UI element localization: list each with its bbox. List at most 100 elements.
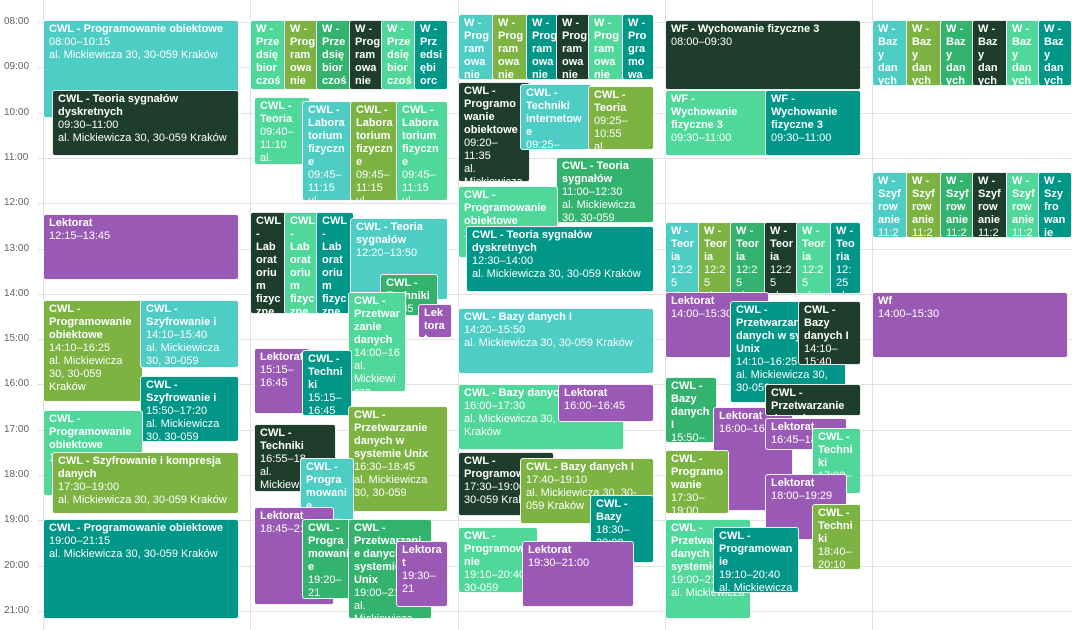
calendar-event[interactable]: WF - Wychowanie fizyczne 3 08:00–09:30	[665, 20, 861, 90]
event-time: 08:00	[290, 88, 316, 89]
event-title: CWL - Techniki	[308, 353, 343, 391]
calendar-event[interactable]: CWL - Laboratorium fizyczne 09:45–11:15 ul…	[350, 101, 400, 201]
event-time: 19:20–21	[308, 574, 342, 599]
event-time: 17:30–19:00	[671, 492, 705, 514]
calendar-event[interactable]: CWL - Przetwarzanie danych w systemie Un…	[765, 384, 861, 416]
event-title: W - Szyfrowanie	[1044, 175, 1066, 238]
event-title: WF - Wychowanie fizyczne 3	[671, 23, 820, 35]
event-title: CWL - Przetwarzanie danych	[354, 295, 400, 346]
calendar-event[interactable]: CWL - Przetwarzanie danych w systemie Un…	[348, 406, 448, 512]
calendar-event[interactable]: Wf 14:00–15:30	[872, 292, 1068, 358]
calendar-event[interactable]: CWL - Teoria sygnałów dyskretnych 09:30–1…	[52, 90, 239, 156]
event-time: 08:00	[355, 88, 381, 89]
event-title: CWL - Programowanie	[308, 522, 349, 573]
calendar-event[interactable]: CWL - Laboratorium fizyczne 09:45–11:15 ul…	[302, 101, 352, 201]
event-title: CWL - Bazy danych I	[804, 304, 849, 342]
time-label: 15:00	[4, 333, 30, 344]
event-time: 09:45–11:15	[356, 169, 390, 194]
time-label: 11:00	[4, 152, 29, 163]
time-label: 17:00	[4, 424, 30, 435]
event-title: W - Szyfrowanie	[878, 175, 901, 226]
event-title: Lektorat	[260, 510, 304, 522]
calendar-event[interactable]: CWL - Przetwarzanie danych 14:00–16 al. Mi…	[348, 292, 406, 392]
event-time: 11:20	[878, 227, 899, 238]
event-time: 12:20–13:50	[356, 247, 418, 259]
calendar-event[interactable]: Lektorat 19:30–21:00	[522, 541, 634, 607]
event-time: 17:30–19:00	[464, 481, 526, 493]
event-location: al.	[704, 290, 728, 293]
event-time: 15:15–16:45	[308, 392, 342, 416]
calendar-event[interactable]: CWL - Teoria sygnałów 11:00–12:30 al. Mick…	[556, 157, 654, 223]
calendar-event[interactable]: CWL - Programowanie 19:10–20:40 al. Mickie…	[713, 527, 799, 593]
time-label: 18:00	[4, 469, 30, 480]
calendar-event[interactable]: CWL - Szyfrowanie i 15:50–17:20 al. Mickie…	[140, 376, 239, 442]
calendar-event[interactable]: Lektorat 15:15–16:45	[254, 348, 310, 414]
calendar-event[interactable]: CWL - Programowanie obiektowe 09:20–11:35…	[458, 82, 530, 182]
event-location: al. Mickiewicza 30, 30-059	[146, 342, 220, 367]
event-time: 12:25	[704, 264, 726, 289]
calendar-event[interactable]: CWL - Teoria 09:40–11:10 al.	[254, 97, 310, 165]
calendar-event[interactable]: Lektorat 19:30–21	[396, 541, 448, 607]
calendar-event[interactable]: WF - Wychowanie fizyczne 3 09:30–11:00	[765, 90, 861, 156]
event-title: Lektorat	[528, 544, 572, 556]
event-title: W - Bazy danych	[1012, 23, 1032, 86]
calendar-event[interactable]: WF - Wychowanie fizyczne 3 09:30–11:00	[665, 90, 769, 156]
calendar-event[interactable]: Lektorat 16:00–16:45	[558, 384, 654, 422]
calendar-event[interactable]: CWL - Szyfrowanie i kompresja danych 17:3…	[52, 452, 239, 514]
calendar-event[interactable]: CWL - Teoria sygnałów dyskretnych 12:30–1…	[466, 226, 654, 292]
event-time: 14:10–16:25	[736, 356, 798, 368]
calendar-event[interactable]: CWL - Programowanie obiektowe 14:10–16:25…	[43, 300, 143, 402]
event-title: CWL - Teoria sygnałów dyskretnych	[472, 229, 592, 254]
calendar-event[interactable]: CWL - Bazy danych I 14:20–15:50 al. Mickie…	[458, 308, 654, 374]
event-title: CWL - Przetwarzanie danych w systemie Un…	[354, 409, 428, 460]
calendar-event[interactable]: CWL - Programowanie obiektowe 19:00–21:15…	[43, 519, 239, 619]
calendar-event[interactable]: CWL - Laboratorium fizyczne 09:45–11:15 ul…	[396, 101, 448, 201]
calendar-event[interactable]: CWL - Szyfrowanie i 14:10–15:40 al. Mickie…	[140, 300, 239, 368]
calendar-event[interactable]: CWL - Techniki internetowe09:25–10:55al.…	[520, 84, 592, 150]
event-title: Wf	[878, 295, 893, 307]
calendar-event[interactable]: CWL - Bazy danych I 17:40–19:10 al. Mickie…	[520, 458, 654, 524]
calendar-event[interactable]: CWL - Programowanie 17:30–19:00	[665, 450, 729, 514]
event-location: al.	[671, 290, 695, 293]
calendar-event[interactable]: Lektorat 12:15–13:45	[43, 214, 239, 280]
